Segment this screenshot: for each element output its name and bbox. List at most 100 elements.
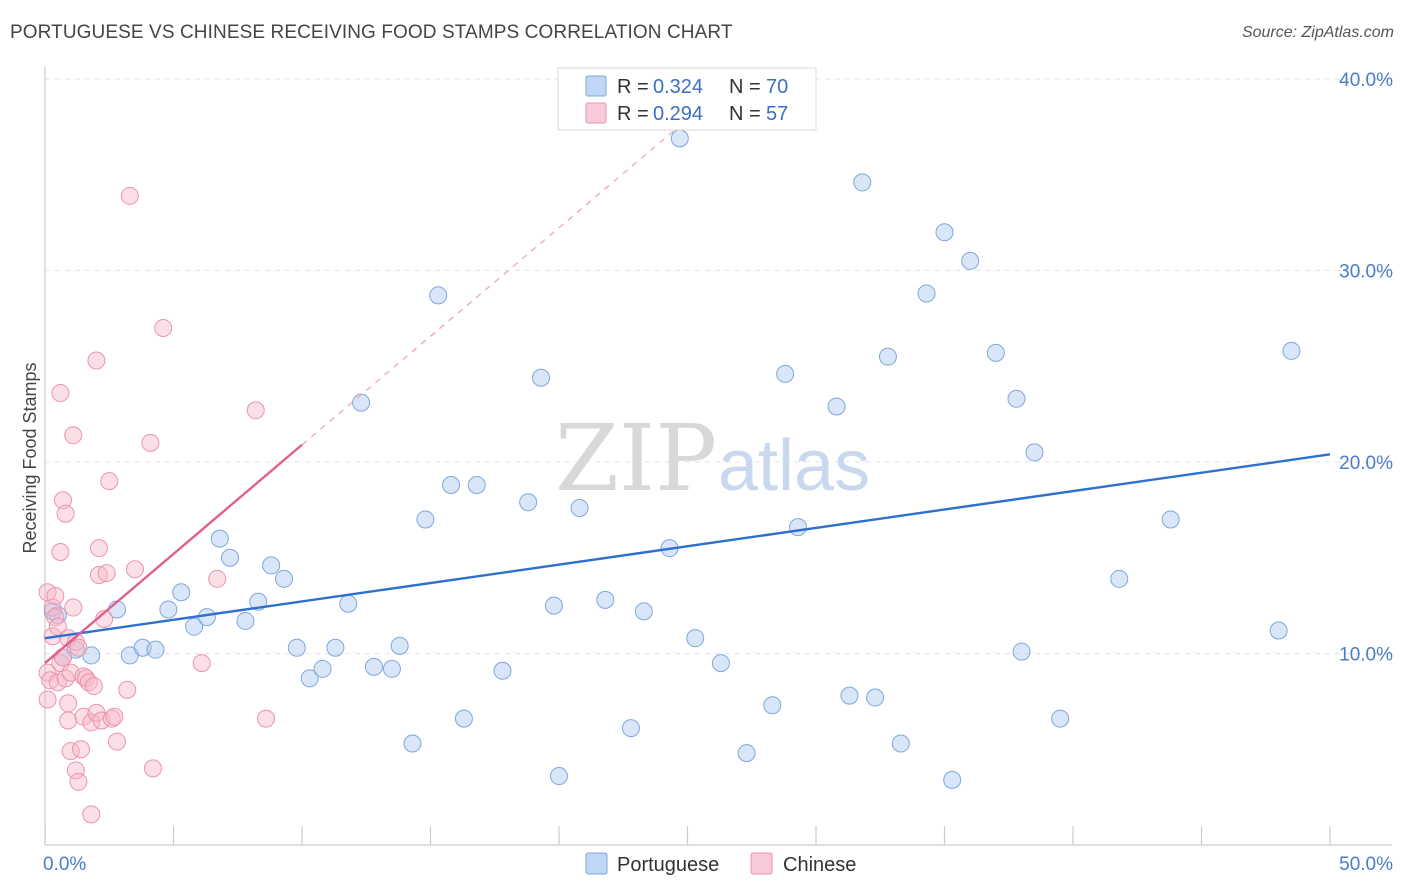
chinese-point — [66, 761, 85, 780]
chinese-point — [82, 805, 101, 824]
chinese-point — [141, 433, 160, 452]
chinese-point — [56, 669, 75, 688]
portuguese-point — [364, 657, 383, 676]
portuguese-point — [596, 590, 615, 609]
portuguese-point — [236, 611, 255, 630]
portuguese-point — [159, 600, 178, 619]
chinese-point — [56, 504, 75, 523]
portuguese-point — [1161, 510, 1180, 529]
portuguese-point — [1282, 341, 1301, 360]
chinese-point — [59, 711, 78, 730]
chinese-point — [38, 690, 57, 709]
portuguese-point — [146, 640, 165, 659]
portuguese-point — [275, 569, 294, 588]
legend-r-value-chinese: 0.294 — [653, 103, 703, 125]
chinese-point — [71, 740, 90, 759]
portuguese-point — [776, 364, 795, 383]
legend-n-label-portuguese: N = — [729, 76, 761, 98]
portuguese-point — [1269, 621, 1288, 640]
portuguese-point — [737, 744, 756, 763]
portuguese-point — [711, 654, 730, 673]
legend-swatch-portuguese — [585, 75, 607, 97]
portuguese-point — [493, 661, 512, 680]
chinese-point — [51, 384, 70, 403]
chinese-point — [64, 598, 83, 617]
portuguese-point — [519, 493, 538, 512]
chinese-point — [53, 491, 72, 510]
portuguese-point — [442, 475, 461, 494]
bottom-legend-swatch-chinese — [750, 852, 773, 875]
portuguese-point — [853, 173, 872, 192]
portuguese-point — [763, 696, 782, 715]
portuguese-point — [287, 638, 306, 657]
portuguese-point — [827, 397, 846, 416]
chinese-point — [102, 709, 121, 728]
portuguese-point — [467, 475, 486, 494]
portuguese-point — [935, 223, 954, 242]
legend-r-value-portuguese: 0.324 — [653, 76, 703, 98]
portuguese-point — [570, 498, 589, 517]
y-tick-label: 40.0% — [1339, 70, 1393, 91]
portuguese-point — [670, 129, 689, 148]
portuguese-point — [454, 709, 473, 728]
portuguese-point — [210, 529, 229, 548]
chinese-point — [87, 351, 106, 370]
trend-lines — [44, 118, 1331, 664]
bottom-legend-swatch-portuguese — [585, 852, 608, 875]
chinese-points — [38, 186, 276, 824]
portuguese-point — [917, 284, 936, 303]
portuguese-point — [621, 719, 640, 738]
legend-n-value-portuguese: 70 — [766, 76, 788, 98]
bottom-legend-portuguese: Portuguese — [617, 854, 719, 876]
chart-title: PORTUGUESE VS CHINESE RECEIVING FOOD STA… — [10, 22, 733, 43]
portuguese-point — [961, 251, 980, 270]
portuguese-point — [943, 770, 962, 789]
x-tick-labels: 0.0% 50.0% — [43, 854, 1393, 875]
chinese-point — [97, 564, 116, 583]
y-tick-labels: 10.0% 20.0% 30.0% 40.0% — [1339, 70, 1393, 666]
portuguese-point — [352, 393, 371, 412]
y-tick-label: 30.0% — [1339, 262, 1393, 283]
y-tick-label: 20.0% — [1339, 453, 1393, 474]
legend-swatch-chinese — [585, 102, 607, 124]
chinese-point — [118, 680, 137, 699]
legend-n-label-chinese: N = — [729, 103, 761, 125]
chinese-point — [257, 709, 276, 728]
portuguese-point — [789, 518, 808, 537]
portuguese-point — [1007, 389, 1026, 408]
chinese-point — [64, 426, 83, 445]
gridlines — [45, 78, 1392, 654]
portuguese-point — [300, 669, 319, 688]
portuguese-point — [1110, 569, 1129, 588]
chinese-point — [59, 694, 78, 713]
y-tick-label: 10.0% — [1339, 645, 1393, 666]
legend-r-label-portuguese: R = — [617, 76, 649, 98]
chinese-point — [51, 543, 70, 562]
chinese-point — [46, 587, 65, 606]
chinese-point — [125, 560, 144, 579]
portuguese-point — [390, 636, 409, 655]
portuguese-trend-line — [44, 453, 1331, 640]
portuguese-point — [221, 548, 240, 567]
chinese-point — [69, 638, 88, 657]
chinese-point — [69, 772, 88, 791]
legend-n-value-chinese: 57 — [766, 103, 788, 125]
watermark-atlas: atlas — [718, 426, 870, 506]
portuguese-point — [382, 659, 401, 678]
bottom-legend-chinese: Chinese — [783, 854, 856, 876]
chinese-point — [105, 707, 124, 726]
portuguese-point — [326, 638, 345, 657]
chinese-trend-extension — [301, 118, 688, 446]
x-tick-label: 50.0% — [1339, 854, 1393, 875]
portuguese-point — [172, 583, 191, 602]
portuguese-point — [262, 556, 281, 575]
portuguese-point — [339, 594, 358, 613]
portuguese-point — [866, 688, 885, 707]
portuguese-point — [313, 659, 332, 678]
portuguese-points — [43, 129, 1301, 789]
chinese-point — [107, 732, 126, 751]
chinese-point — [120, 186, 139, 205]
x-tick-label: 0.0% — [43, 854, 86, 875]
portuguese-point — [686, 629, 705, 648]
